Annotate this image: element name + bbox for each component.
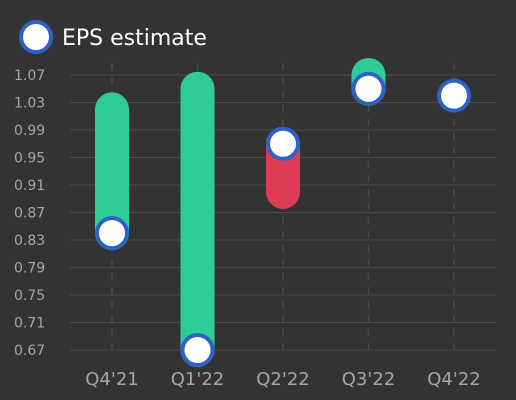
- estimate-marker-Q2'22[interactable]: [266, 126, 300, 161]
- estimate-marker-Q3'22[interactable]: [351, 71, 386, 106]
- y-tick-label: 0.67: [14, 343, 45, 359]
- y-tick-label: 1.03: [14, 96, 45, 112]
- x-tick-label: Q2'22: [256, 369, 309, 390]
- x-tick-label: Q3'22: [342, 369, 395, 390]
- y-tick-label: 0.99: [14, 123, 45, 139]
- estimate-marker-Q4'21[interactable]: [95, 216, 129, 251]
- estimate-marker-Q1'22[interactable]: [180, 333, 215, 367]
- legend-marker: [19, 20, 53, 54]
- bar-Q4'21[interactable]: [95, 92, 129, 251]
- x-tick-label: Q1'22: [171, 369, 224, 390]
- y-tick-label: 0.83: [14, 233, 45, 249]
- y-tick-label: 0.75: [14, 288, 45, 304]
- estimate-markers: [95, 71, 471, 367]
- y-tick-label: 0.87: [14, 206, 45, 222]
- legend[interactable]: EPS estimate: [19, 20, 207, 54]
- y-tick-label: 0.95: [14, 151, 45, 167]
- x-axis-ticks: Q4'21 Q1'22 Q2'22 Q3'22 Q4'22: [85, 369, 480, 390]
- x-tick-label: Q4'21: [85, 369, 138, 390]
- legend-label: EPS estimate: [62, 26, 207, 51]
- y-tick-label: 0.79: [14, 261, 45, 277]
- estimate-marker-Q4'22[interactable]: [437, 78, 471, 113]
- y-axis-ticks: 1.07 1.03 0.99 0.95 0.91 0.87 0.83 0.79 0.75 0.71…: [14, 68, 45, 359]
- bar-Q1'22[interactable]: [180, 71, 215, 367]
- x-tick-label: Q4'22: [427, 369, 480, 390]
- y-tick-label: 0.71: [14, 316, 45, 332]
- y-tick-label: 1.07: [14, 68, 45, 84]
- y-tick-label: 0.91: [14, 178, 45, 194]
